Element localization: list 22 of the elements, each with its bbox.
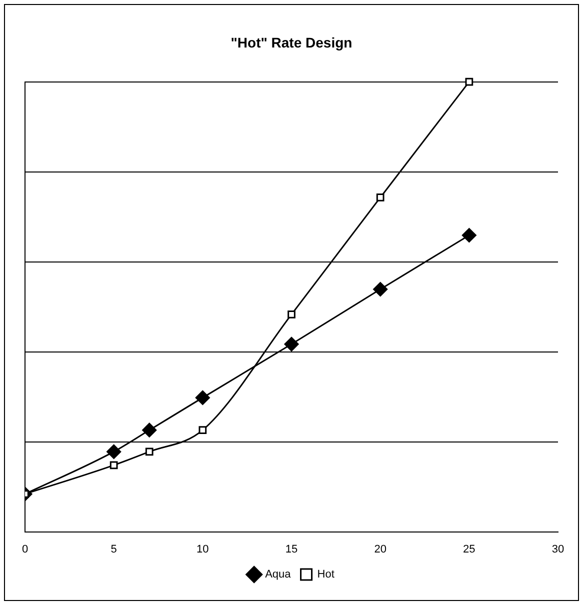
point	[142, 422, 157, 438]
point	[284, 336, 299, 352]
point	[110, 461, 118, 470]
point	[373, 282, 388, 296]
x-tick-label: 25	[463, 543, 476, 556]
point	[198, 426, 207, 434]
x-tick-label: 15	[285, 543, 298, 556]
point	[465, 78, 474, 86]
point	[195, 390, 210, 405]
point	[106, 444, 122, 459]
point	[288, 310, 296, 318]
x-tick-label: 30	[552, 543, 564, 556]
point	[145, 448, 154, 456]
x-tick-label: 20	[374, 543, 386, 556]
x-tick-label: 0	[22, 543, 28, 556]
x-tick-label: 5	[110, 543, 117, 556]
point	[462, 228, 476, 242]
legend-label: Hot	[317, 568, 334, 581]
chart-title: "Hot" Rate Design	[230, 34, 352, 50]
point	[376, 194, 384, 202]
x-tick-label: 10	[196, 543, 209, 556]
legend-label: Aqua	[265, 568, 292, 581]
